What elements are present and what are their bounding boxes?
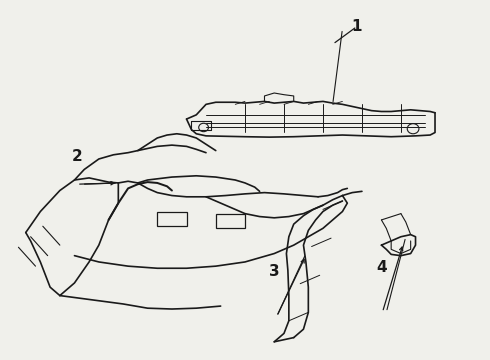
Text: 4: 4 bbox=[376, 260, 387, 275]
Text: 3: 3 bbox=[269, 264, 280, 279]
Text: 1: 1 bbox=[352, 19, 362, 34]
Text: 2: 2 bbox=[72, 149, 82, 164]
